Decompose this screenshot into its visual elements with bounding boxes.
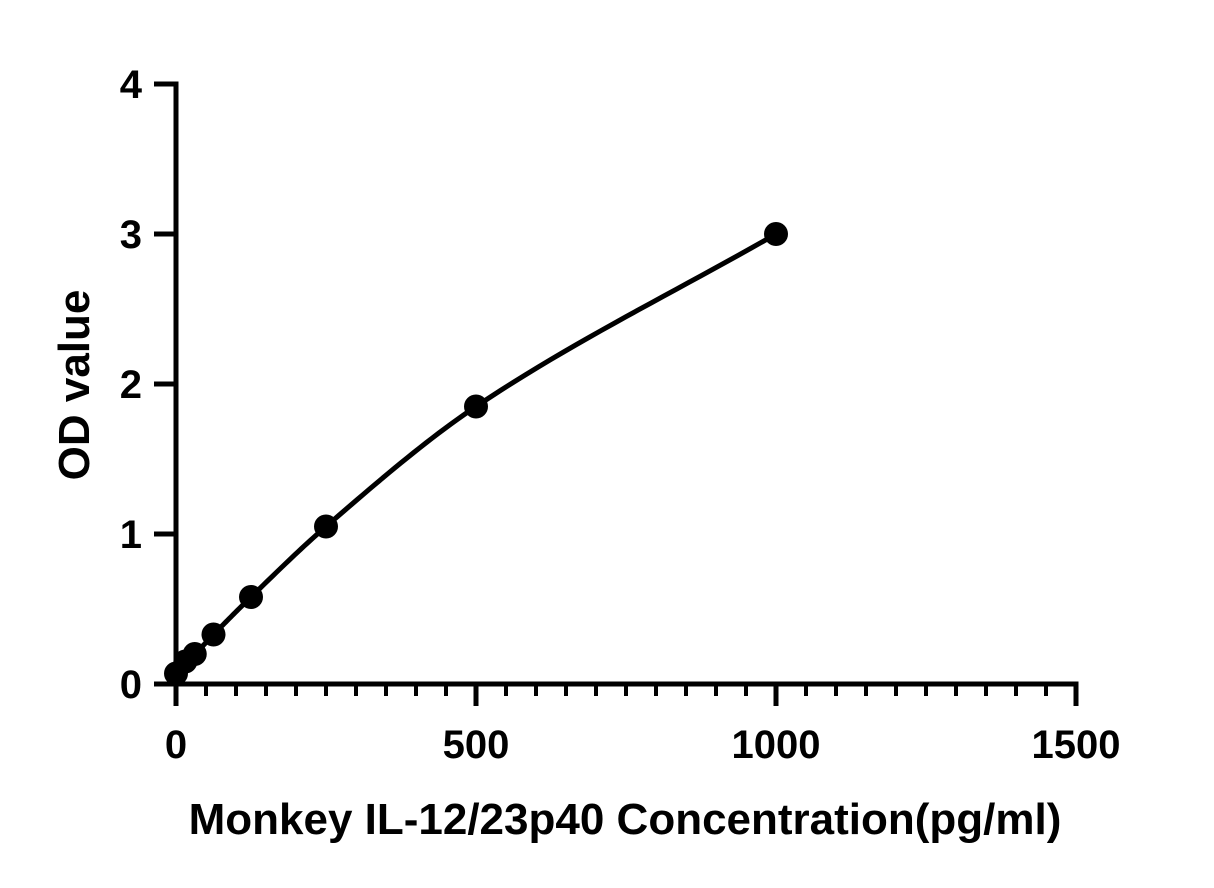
data-points	[164, 222, 788, 686]
data-point	[464, 394, 488, 419]
x-tick-label: 0	[165, 723, 187, 767]
x-tick-label: 1000	[732, 723, 821, 767]
y-tick-label: 1	[120, 513, 142, 557]
y-tick-label: 0	[120, 663, 142, 707]
y-tick-label: 4	[120, 63, 143, 107]
fit-curve-group	[173, 231, 778, 676]
data-point	[314, 514, 338, 539]
y-tick-label: 2	[120, 363, 142, 407]
x-tick-label: 1500	[1032, 723, 1121, 767]
fit-curve	[173, 231, 778, 676]
x-axis-title: Monkey IL-12/23p40 Concentration(pg/ml)	[189, 795, 1062, 844]
data-point	[182, 642, 207, 666]
data-point	[239, 585, 263, 609]
y-axis-title: OD value	[50, 290, 99, 481]
data-point	[201, 622, 226, 647]
axes: 0 1 2 3 4 0 500 1000 1500	[120, 63, 1121, 767]
x-tick-label: 500	[443, 723, 510, 767]
y-tick-label: 3	[120, 213, 142, 257]
data-point	[764, 222, 788, 246]
